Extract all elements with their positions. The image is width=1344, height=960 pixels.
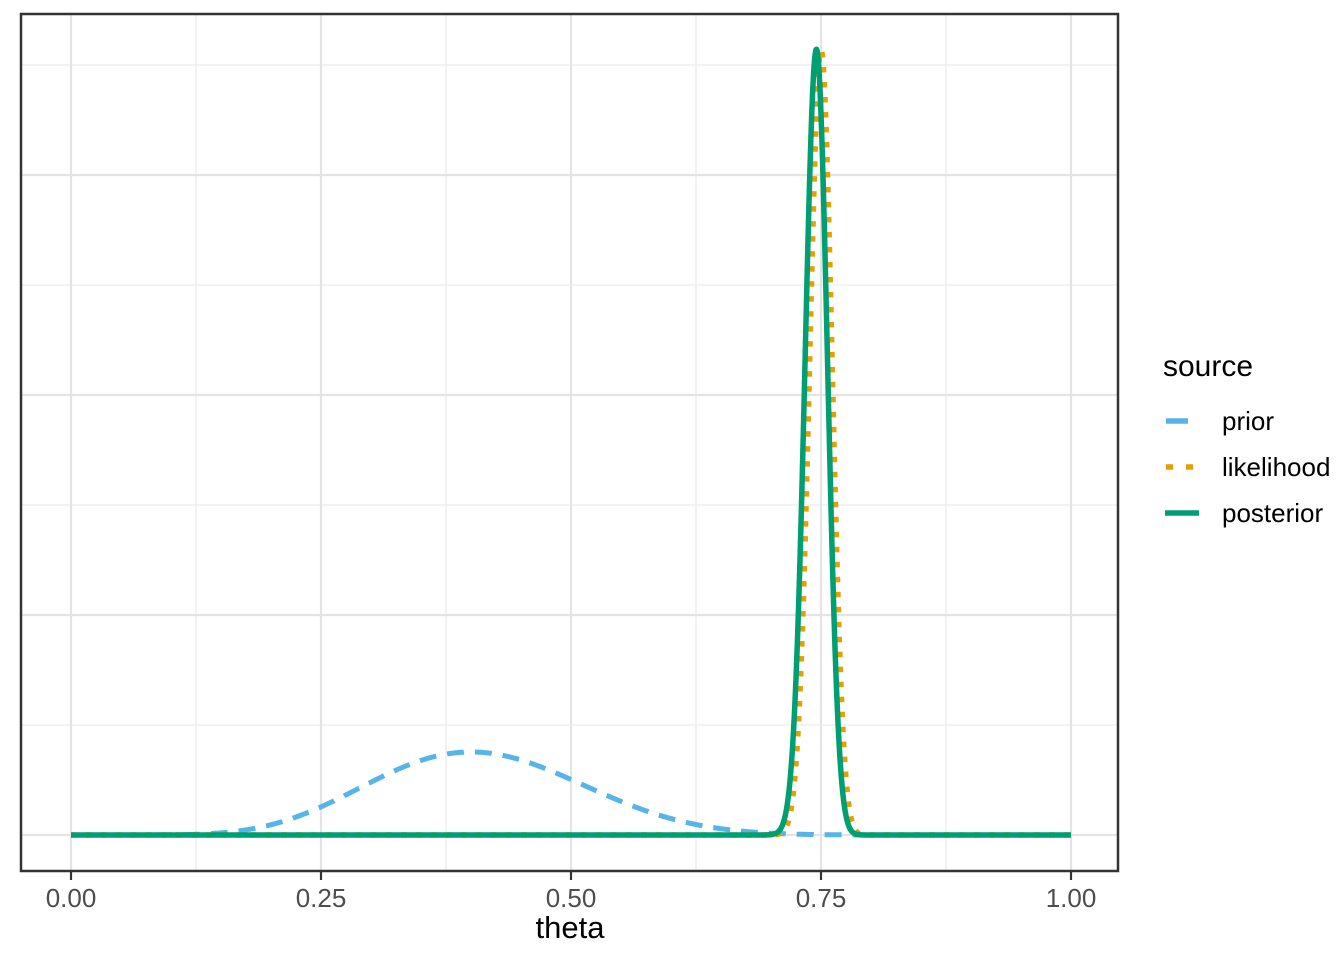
x-tick-label-025: 0.25 bbox=[295, 883, 347, 913]
x-axis-title: theta bbox=[535, 910, 605, 945]
x-axis-ticks bbox=[69, 871, 1073, 880]
x-tick-label-100: 1.00 bbox=[1045, 883, 1097, 913]
x-tick-label-050: 0.50 bbox=[545, 883, 597, 913]
legend: source prior likelihood posterior bbox=[1163, 350, 1330, 536]
legend-item-posterior: posterior bbox=[1163, 490, 1330, 536]
major-gridlines bbox=[21, 14, 1118, 871]
prior-curve bbox=[69, 749, 1073, 838]
legend-item-likelihood: likelihood bbox=[1163, 444, 1330, 490]
x-tick-label-000: 0.00 bbox=[45, 883, 97, 913]
legend-label-posterior: posterior bbox=[1222, 497, 1324, 528]
x-tick-label-075: 0.75 bbox=[795, 883, 847, 913]
legend-title: source bbox=[1163, 350, 1254, 383]
panel-border bbox=[19, 12, 1120, 873]
minor-gridlines bbox=[21, 14, 1118, 871]
posterior-curve bbox=[68, 46, 1074, 838]
posterior-solid-line-icon bbox=[1165, 510, 1199, 516]
legend-label-likelihood: likelihood bbox=[1222, 451, 1331, 482]
density-curves bbox=[68, 46, 1074, 838]
prior-dashed-line-icon bbox=[1166, 418, 1198, 424]
legend-label-prior: prior bbox=[1222, 405, 1275, 436]
likelihood-dotted-line-icon bbox=[1166, 464, 1198, 470]
legend-item-prior: prior bbox=[1163, 398, 1330, 444]
